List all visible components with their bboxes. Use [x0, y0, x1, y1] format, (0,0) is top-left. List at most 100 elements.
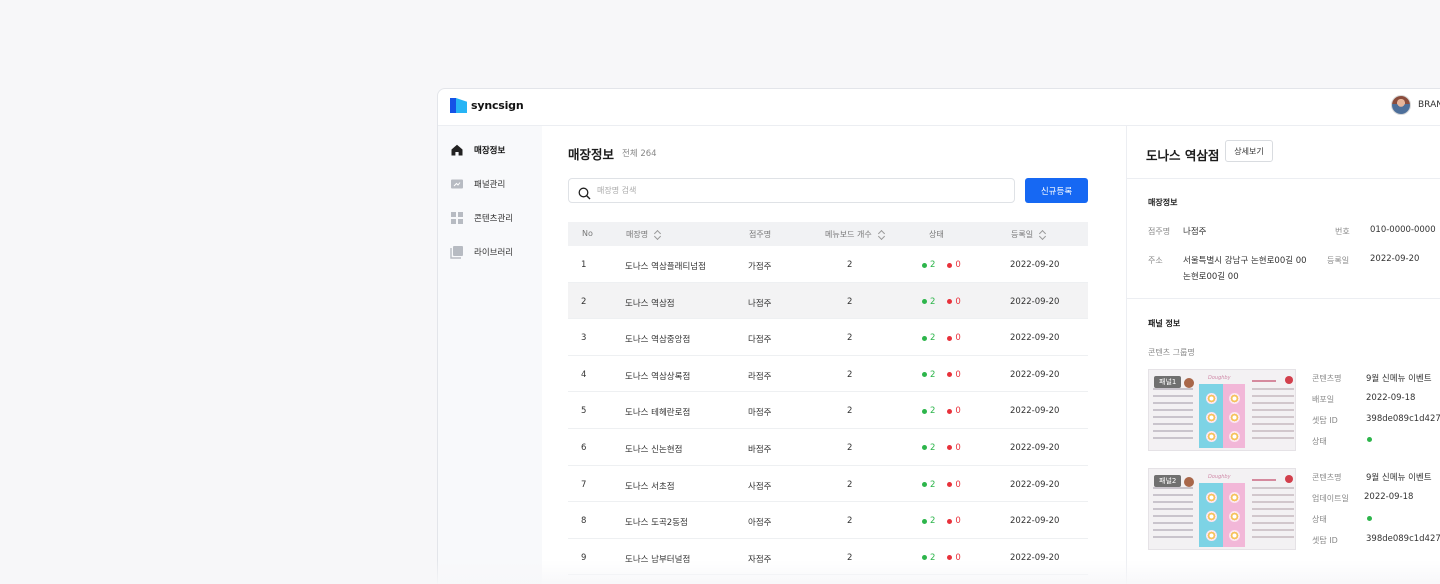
library-icon	[450, 245, 464, 259]
online-dot	[922, 555, 927, 561]
panel-thumbnail[interactable]: Doughby 패널1	[1148, 369, 1296, 451]
chef-image	[1184, 378, 1194, 388]
thumb-header-bar	[1252, 380, 1276, 382]
sidebar-item-panel-management[interactable]: 패널관리	[450, 176, 505, 192]
row-board-count: 2	[847, 406, 853, 417]
sort-icon[interactable]	[1040, 230, 1046, 239]
avatar[interactable]	[1391, 95, 1411, 115]
row-no: 7	[581, 479, 587, 490]
column-reg-date[interactable]: 등록일	[1011, 229, 1046, 240]
online-count: 2	[930, 406, 936, 417]
table-row[interactable]: 3 도나스 역삼중앙점 다점주 2 2 0 2022-09-20	[568, 319, 1088, 356]
panel-badge: 패널1	[1154, 376, 1182, 388]
offline-count: 0	[955, 479, 961, 490]
divider	[1127, 298, 1440, 299]
offline-count: 0	[955, 552, 961, 563]
offline-dot	[947, 335, 953, 341]
donut-image	[1206, 412, 1217, 423]
panel-thumbnail[interactable]: Doughby 패널2	[1148, 468, 1296, 550]
online-count: 2	[930, 296, 936, 307]
view-detail-button[interactable]: 상세보기	[1225, 140, 1273, 162]
offline-dot	[947, 445, 953, 451]
store-info-heading: 매장정보	[1148, 198, 1178, 207]
offline-dot	[947, 372, 953, 378]
table-row[interactable]: 7 도나스 서초점 사점주 2 2 0 2022-09-20	[568, 466, 1088, 503]
row-no: 2	[581, 296, 587, 307]
search-input[interactable]	[597, 183, 997, 198]
table-row[interactable]: 5 도나스 테헤란로점 마점주 2 2 0 2022-09-20	[568, 392, 1088, 429]
row-store-name: 도나스 테헤란로점	[625, 408, 691, 419]
row-reg-date: 2022-09-20	[1010, 406, 1060, 417]
sidebar-item-label: 라이브러리	[474, 248, 514, 258]
table-row[interactable]: 6 도나스 신논현점 바점주 2 2 0 2022-09-20	[568, 429, 1088, 466]
row-board-count: 2	[847, 333, 853, 344]
row-reg-date: 2022-09-20	[1010, 296, 1060, 307]
search-icon	[578, 185, 591, 200]
donut-image	[1206, 393, 1217, 404]
row-no: 8	[581, 516, 587, 527]
settop-id-value: 398de089c1d4274	[1366, 534, 1440, 544]
donut-image	[1229, 431, 1240, 442]
settop-id-label: 셋탑 ID	[1312, 536, 1338, 545]
row-board-count: 2	[847, 296, 853, 307]
thumb-header-bar	[1252, 479, 1276, 481]
online-count: 2	[930, 442, 936, 453]
app-logo[interactable]: syncsign	[450, 98, 524, 113]
sidebar-item-content-management[interactable]: 콘텐츠관리	[450, 210, 513, 226]
row-board-count: 2	[847, 260, 853, 270]
sidebar-item-store-info[interactable]: 매장정보	[450, 142, 505, 158]
deploy-date-value: 2022-09-18	[1366, 393, 1416, 403]
column-store-name[interactable]: 매장명	[626, 229, 661, 240]
offline-count: 0	[955, 260, 961, 270]
online-count: 2	[930, 552, 936, 563]
menu-lines-left	[1153, 487, 1193, 543]
update-date-label: 업데이트일	[1312, 494, 1349, 503]
table-row[interactable]: 2 도나스 역삼점 나점주 2 2 0 2022-09-20	[568, 282, 1088, 320]
online-dot	[922, 299, 927, 305]
row-store-name: 도나스 도곡2동점	[625, 518, 688, 529]
table-body: 1 도나스 역삼플래티넘점 가점주 2 2 0 2022-09-20 2 도나스 역삼점 나점주 2…	[568, 246, 1088, 576]
page-title: 매장정보	[568, 147, 615, 162]
column-status: 상태	[929, 229, 944, 240]
column-label: No	[582, 229, 593, 238]
donut-image	[1206, 511, 1217, 522]
sidebar-item-library[interactable]: 라이브러리	[450, 244, 513, 260]
sidebar-item-label: 콘텐츠관리	[474, 214, 514, 224]
app-window: syncsign BRAN 매장정보 패널관리 콘텐츠관리	[437, 88, 1440, 584]
panel-badge: 패널2	[1154, 475, 1182, 487]
column-board-count[interactable]: 메뉴보드 개수	[825, 229, 885, 240]
regdate-value: 2022-09-20	[1370, 254, 1420, 264]
home-icon	[450, 143, 464, 157]
row-no: 1	[581, 260, 587, 270]
offline-count: 0	[955, 333, 961, 344]
table-row[interactable]: 8 도나스 도곡2동점 아점주 2 2 0 2022-09-20	[568, 502, 1088, 539]
offline-dot	[947, 482, 953, 488]
top-bar: syncsign BRAN	[438, 89, 1440, 126]
column-label: 점주명	[749, 230, 772, 239]
online-count: 2	[930, 479, 936, 490]
phone-label: 번호	[1335, 227, 1350, 236]
table-row[interactable]: 1 도나스 역삼플래티넘점 가점주 2 2 0 2022-09-20	[568, 246, 1088, 283]
row-store-name: 도나스 신논현점	[625, 444, 683, 455]
table-row[interactable]: 4 도나스 역삼상록점 라점주 2 2 0 2022-09-20	[568, 356, 1088, 393]
row-reg-date: 2022-09-20	[1010, 516, 1060, 527]
user-menu[interactable]: BRAN	[1391, 95, 1440, 115]
update-date-value: 2022-09-18	[1364, 492, 1414, 502]
online-count: 2	[930, 369, 936, 380]
row-no: 6	[581, 442, 587, 453]
sort-icon[interactable]	[879, 230, 885, 239]
offline-count: 0	[955, 369, 961, 380]
menu-lines-right	[1252, 388, 1294, 444]
search-box[interactable]	[568, 178, 1015, 203]
status-online-dot	[1367, 516, 1372, 521]
register-button[interactable]: 신규등록	[1025, 178, 1088, 203]
sidebar-item-label: 매장정보	[474, 146, 506, 156]
row-store-name: 도나스 역삼상록점	[625, 371, 691, 382]
online-dot	[922, 262, 927, 268]
sort-icon[interactable]	[655, 230, 661, 239]
